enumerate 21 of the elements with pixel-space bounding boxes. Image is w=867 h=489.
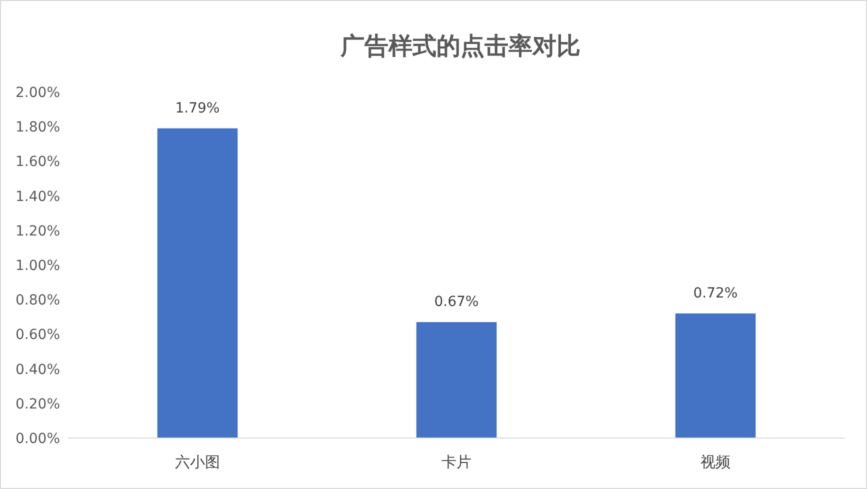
y-tick-label: 0.20% xyxy=(16,396,60,412)
data-label: 1.79% xyxy=(175,100,220,116)
y-tick-label: 1.80% xyxy=(16,120,60,136)
y-tick-label: 0.00% xyxy=(16,431,60,447)
y-tick-label: 0.80% xyxy=(16,292,60,309)
y-tick-label: 1.60% xyxy=(16,154,60,170)
x-tick-label: 六小图 xyxy=(175,453,220,471)
y-tick-label: 2.00% xyxy=(16,85,60,101)
x-tick-label: 卡片 xyxy=(442,453,472,471)
data-label: 0.72% xyxy=(693,285,738,302)
y-tick-label: 0.60% xyxy=(16,327,60,344)
y-tick-label: 1.20% xyxy=(16,223,60,240)
bar xyxy=(157,128,238,438)
bar xyxy=(416,322,497,438)
y-tick-label: 1.40% xyxy=(16,188,60,205)
x-tick-label: 视频 xyxy=(700,453,730,471)
bar xyxy=(675,313,756,438)
y-tick-label: 0.40% xyxy=(16,362,60,378)
y-tick-label: 1.00% xyxy=(16,258,60,274)
chart-title: 广告样式的点击率对比 xyxy=(340,32,580,60)
data-label: 0.67% xyxy=(434,294,479,310)
